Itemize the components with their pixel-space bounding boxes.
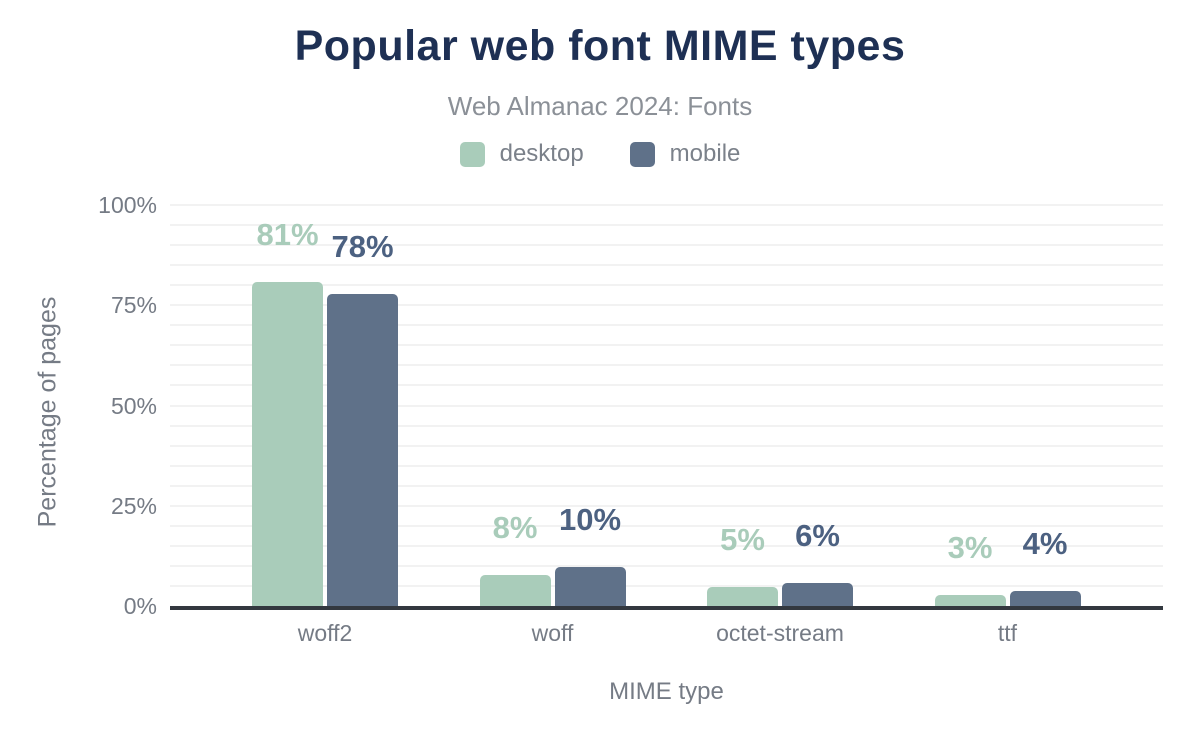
bar-value-label-mobile-ttf: 4% bbox=[1022, 525, 1068, 561]
bar-mobile-woff bbox=[554, 566, 626, 606]
gridline bbox=[170, 444, 1163, 447]
bar-desktop-woff bbox=[479, 574, 551, 606]
bar-value-label-desktop-woff: 8% bbox=[492, 509, 538, 545]
y-tick-label: 100% bbox=[98, 192, 157, 218]
gridline bbox=[170, 484, 1163, 487]
x-axis-title: MIME type bbox=[609, 678, 724, 705]
gridline bbox=[170, 264, 1163, 267]
legend-item-desktop: desktop bbox=[459, 140, 584, 168]
bar-value-label-mobile-woff: 10% bbox=[558, 501, 622, 537]
x-axis-line bbox=[170, 606, 1163, 610]
bar-value-label-desktop-octet-stream: 5% bbox=[720, 521, 765, 557]
bar-value-label-mobile-woff2: 78% bbox=[331, 229, 394, 265]
legend: desktop mobile bbox=[0, 140, 1200, 168]
y-tick-label: 0% bbox=[123, 593, 157, 619]
gridline bbox=[170, 384, 1163, 387]
bar-value-label-desktop-woff2: 81% bbox=[256, 217, 319, 253]
chart-title: Popular web font MIME types bbox=[294, 22, 906, 70]
gridline bbox=[170, 344, 1163, 347]
gridline bbox=[170, 464, 1163, 467]
gridline bbox=[170, 364, 1163, 367]
bar-mobile-ttf bbox=[1009, 590, 1081, 606]
y-tick-label: 50% bbox=[110, 392, 157, 419]
legend-swatch-desktop bbox=[459, 141, 485, 167]
gridline bbox=[170, 304, 1163, 307]
y-tick-label: 75% bbox=[110, 292, 157, 319]
gridline bbox=[170, 504, 1163, 507]
legend-swatch-mobile bbox=[629, 141, 655, 167]
legend-label-mobile: mobile bbox=[669, 140, 741, 167]
bar-desktop-woff2 bbox=[252, 282, 323, 606]
gridline bbox=[170, 564, 1163, 567]
bar-mobile-woff2 bbox=[327, 294, 398, 606]
bar-mobile-octet-stream bbox=[782, 582, 853, 606]
bar-desktop-octet-stream bbox=[707, 586, 778, 606]
gridline bbox=[170, 224, 1163, 227]
legend-item-mobile: mobile bbox=[629, 140, 741, 168]
gridline bbox=[170, 584, 1163, 587]
x-tick-label-ttf: ttf bbox=[997, 620, 1018, 646]
bar-value-label-mobile-octet-stream: 6% bbox=[795, 517, 840, 553]
gridline bbox=[170, 284, 1163, 287]
x-tick-label-woff: woff bbox=[531, 620, 574, 646]
gridline bbox=[170, 204, 1163, 206]
bar-desktop-ttf bbox=[934, 594, 1006, 606]
x-tick-label-woff2: woff2 bbox=[297, 620, 353, 646]
bar-value-label-desktop-ttf: 3% bbox=[947, 529, 993, 565]
gridline bbox=[170, 544, 1163, 547]
gridline bbox=[170, 324, 1163, 327]
gridline bbox=[170, 244, 1163, 247]
chart-subtitle: Web Almanac 2024: Fonts bbox=[447, 91, 753, 121]
gridline bbox=[170, 424, 1163, 427]
legend-label-desktop: desktop bbox=[499, 140, 584, 167]
x-tick-label-octet-stream: octet-stream bbox=[716, 620, 844, 646]
gridline bbox=[170, 404, 1163, 407]
gridline bbox=[170, 524, 1163, 527]
y-tick-label: 25% bbox=[110, 492, 157, 519]
